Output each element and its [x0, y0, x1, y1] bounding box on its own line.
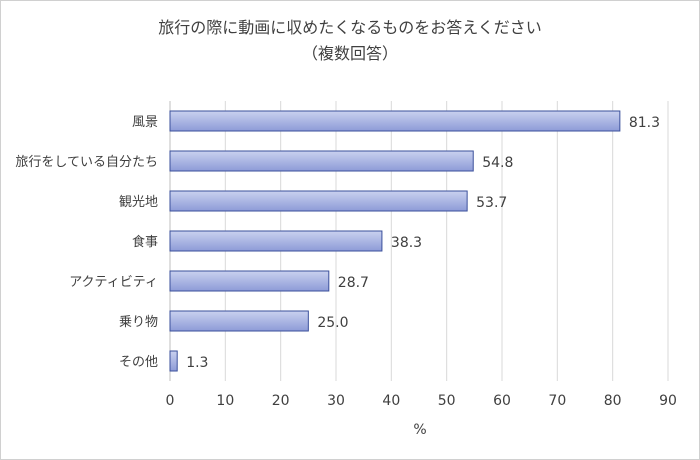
chart-subtitle: （複数回答） [301, 44, 398, 63]
x-tick-label: 10 [216, 393, 234, 409]
bar-2 [169, 150, 474, 172]
bar-5 [169, 270, 330, 292]
data-label: 53.7 [476, 195, 507, 211]
data-label: 38.3 [391, 235, 422, 251]
category-label: 風景 [132, 115, 158, 130]
x-tick-label: 50 [438, 393, 456, 409]
x-tick-label: 40 [382, 393, 400, 409]
x-axis-title: % [413, 422, 426, 438]
x-tick-label: 80 [604, 393, 622, 409]
bar-6 [169, 310, 309, 332]
data-label: 25.0 [317, 315, 348, 331]
category-label: その他 [119, 355, 158, 370]
bar-7 [169, 350, 178, 372]
data-label: 1.3 [186, 355, 208, 371]
bar-4 [169, 230, 383, 252]
chart-title-main: 旅行の際に動画に収めたくなるものをお答えください [158, 18, 542, 37]
x-tick-label: 60 [493, 393, 511, 409]
x-tick-label: 70 [548, 393, 566, 409]
data-label: 54.8 [482, 155, 513, 171]
chart-title: 旅行の際に動画に収めたくなるものをお答えください （複数回答） [1, 15, 699, 67]
x-tick-label: 0 [166, 393, 175, 409]
data-label: 28.7 [338, 275, 369, 291]
category-label: 乗り物 [119, 315, 158, 330]
x-tick-label: 30 [327, 393, 345, 409]
x-tick-label: 20 [272, 393, 290, 409]
data-label: 81.3 [629, 115, 660, 131]
bar-1 [169, 110, 621, 132]
category-label: 観光地 [119, 195, 158, 210]
category-label: 食事 [132, 234, 158, 250]
bars [169, 110, 621, 372]
labels: 0 10 20 30 40 50 60 70 80 90 風景 81.3 旅行をしている自分たち 54.8… [15, 115, 677, 409]
category-label: アクティビティ [69, 275, 158, 290]
category-label: 旅行をしている自分たち [15, 155, 158, 170]
x-tick-label: 90 [659, 393, 677, 409]
bar-3 [169, 190, 468, 212]
